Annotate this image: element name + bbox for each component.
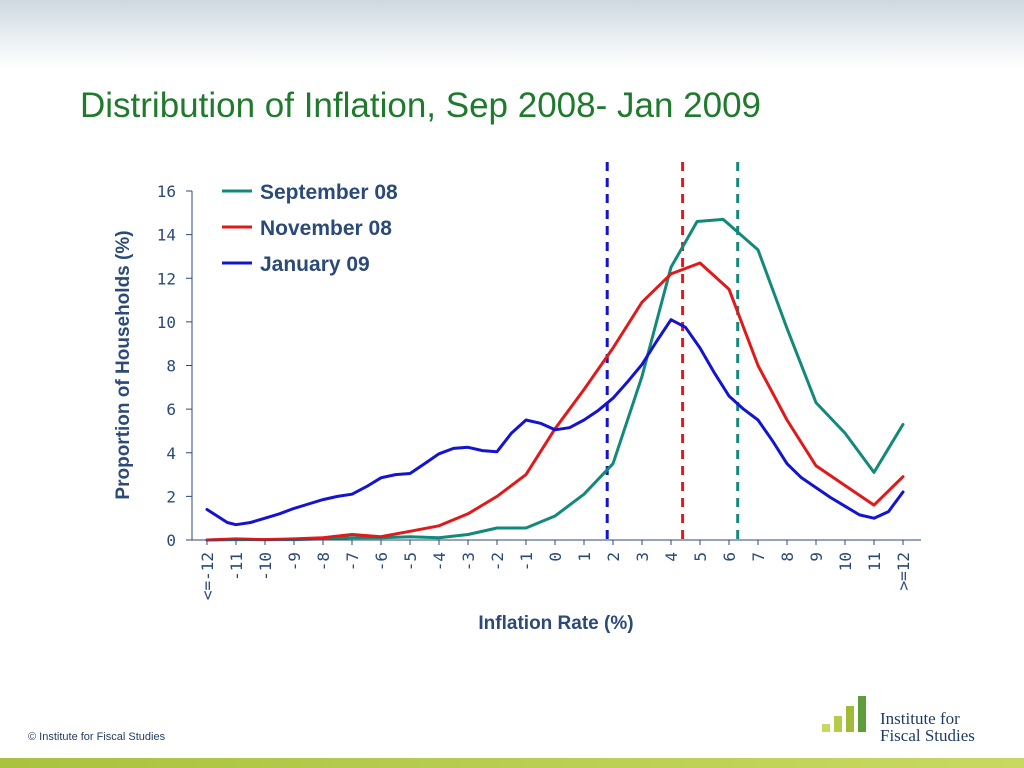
header-band (0, 0, 1024, 70)
x-tick-label: <=-12 (198, 552, 217, 600)
y-tick-label: 4 (166, 444, 176, 463)
x-axis-label: Inflation Rate (%) (478, 613, 633, 634)
x-tick-label: 10 (836, 552, 855, 571)
x-tick-label: 0 (546, 552, 565, 562)
x-tick-label: -2 (488, 552, 507, 571)
x-tick-label: -7 (343, 552, 362, 571)
axes (191, 191, 921, 541)
y-tick-label: 8 (166, 357, 176, 376)
y-tick-label: 6 (166, 400, 176, 419)
x-tick-label: -9 (285, 552, 304, 571)
x-tick-label: -4 (430, 552, 449, 571)
chart-legend: September 08 November 08 January 09 (222, 181, 398, 276)
series-lines (205, 217, 905, 542)
x-tick-label: 3 (633, 552, 652, 562)
legend-label-sep: September 08 (260, 181, 398, 204)
x-tick-labels: <=-12 -11 -10 -9 -8 -7 -6 -5 -4 -3 -2 -1 0 1 2 3 4 5 6 7 8 9 1… (198, 540, 913, 600)
logo-line-1: Institute for (880, 709, 960, 728)
x-tick-label: 11 (865, 552, 884, 571)
series-line-jan (205, 318, 905, 527)
copyright-footer: © Institute for Fiscal Studies (28, 731, 166, 743)
y-axis-label: Proportion of Households (%) (113, 230, 134, 499)
legend-label-nov: November 08 (260, 217, 392, 240)
ifs-logo: Institute for Fiscal Studies (822, 696, 1002, 752)
x-tick-label: 1 (575, 552, 594, 562)
x-tick-label: -6 (372, 552, 391, 571)
logo-line-2: Fiscal Studies (880, 726, 975, 745)
y-tick-label: 14 (157, 226, 176, 245)
x-tick-label: 7 (749, 552, 768, 562)
y-tick-label: 2 (166, 487, 176, 506)
x-tick-label: -3 (459, 552, 478, 571)
y-tick-label: 16 (157, 182, 176, 201)
series-line-nov (205, 261, 905, 542)
x-tick-label: 4 (662, 552, 681, 562)
x-tick-label: -1 (517, 552, 536, 571)
slide-title: Distribution of Inflation, Sep 2008- Jan… (80, 86, 761, 125)
footer-band (0, 758, 1024, 768)
x-tick-label: 8 (778, 552, 797, 562)
y-tick-label: 12 (157, 269, 176, 288)
x-tick-label: 2 (604, 552, 623, 562)
legend-label-jan: January 09 (260, 253, 370, 276)
y-tick-labels: 0 2 4 6 8 10 12 14 16 (157, 182, 192, 550)
logo-bars-icon (822, 696, 872, 732)
x-tick-label: 6 (720, 552, 739, 562)
x-tick-label: -10 (256, 552, 275, 581)
x-tick-label: -11 (227, 552, 246, 581)
y-tick-label: 0 (166, 531, 176, 550)
x-tick-label: -8 (314, 552, 333, 571)
logo-text: Institute for Fiscal Studies (880, 710, 975, 744)
x-tick-label: 9 (807, 552, 826, 562)
x-tick-label: >=12 (894, 552, 913, 591)
y-tick-label: 10 (157, 313, 176, 332)
x-tick-label: 5 (691, 552, 710, 562)
x-tick-label: -5 (401, 552, 420, 571)
